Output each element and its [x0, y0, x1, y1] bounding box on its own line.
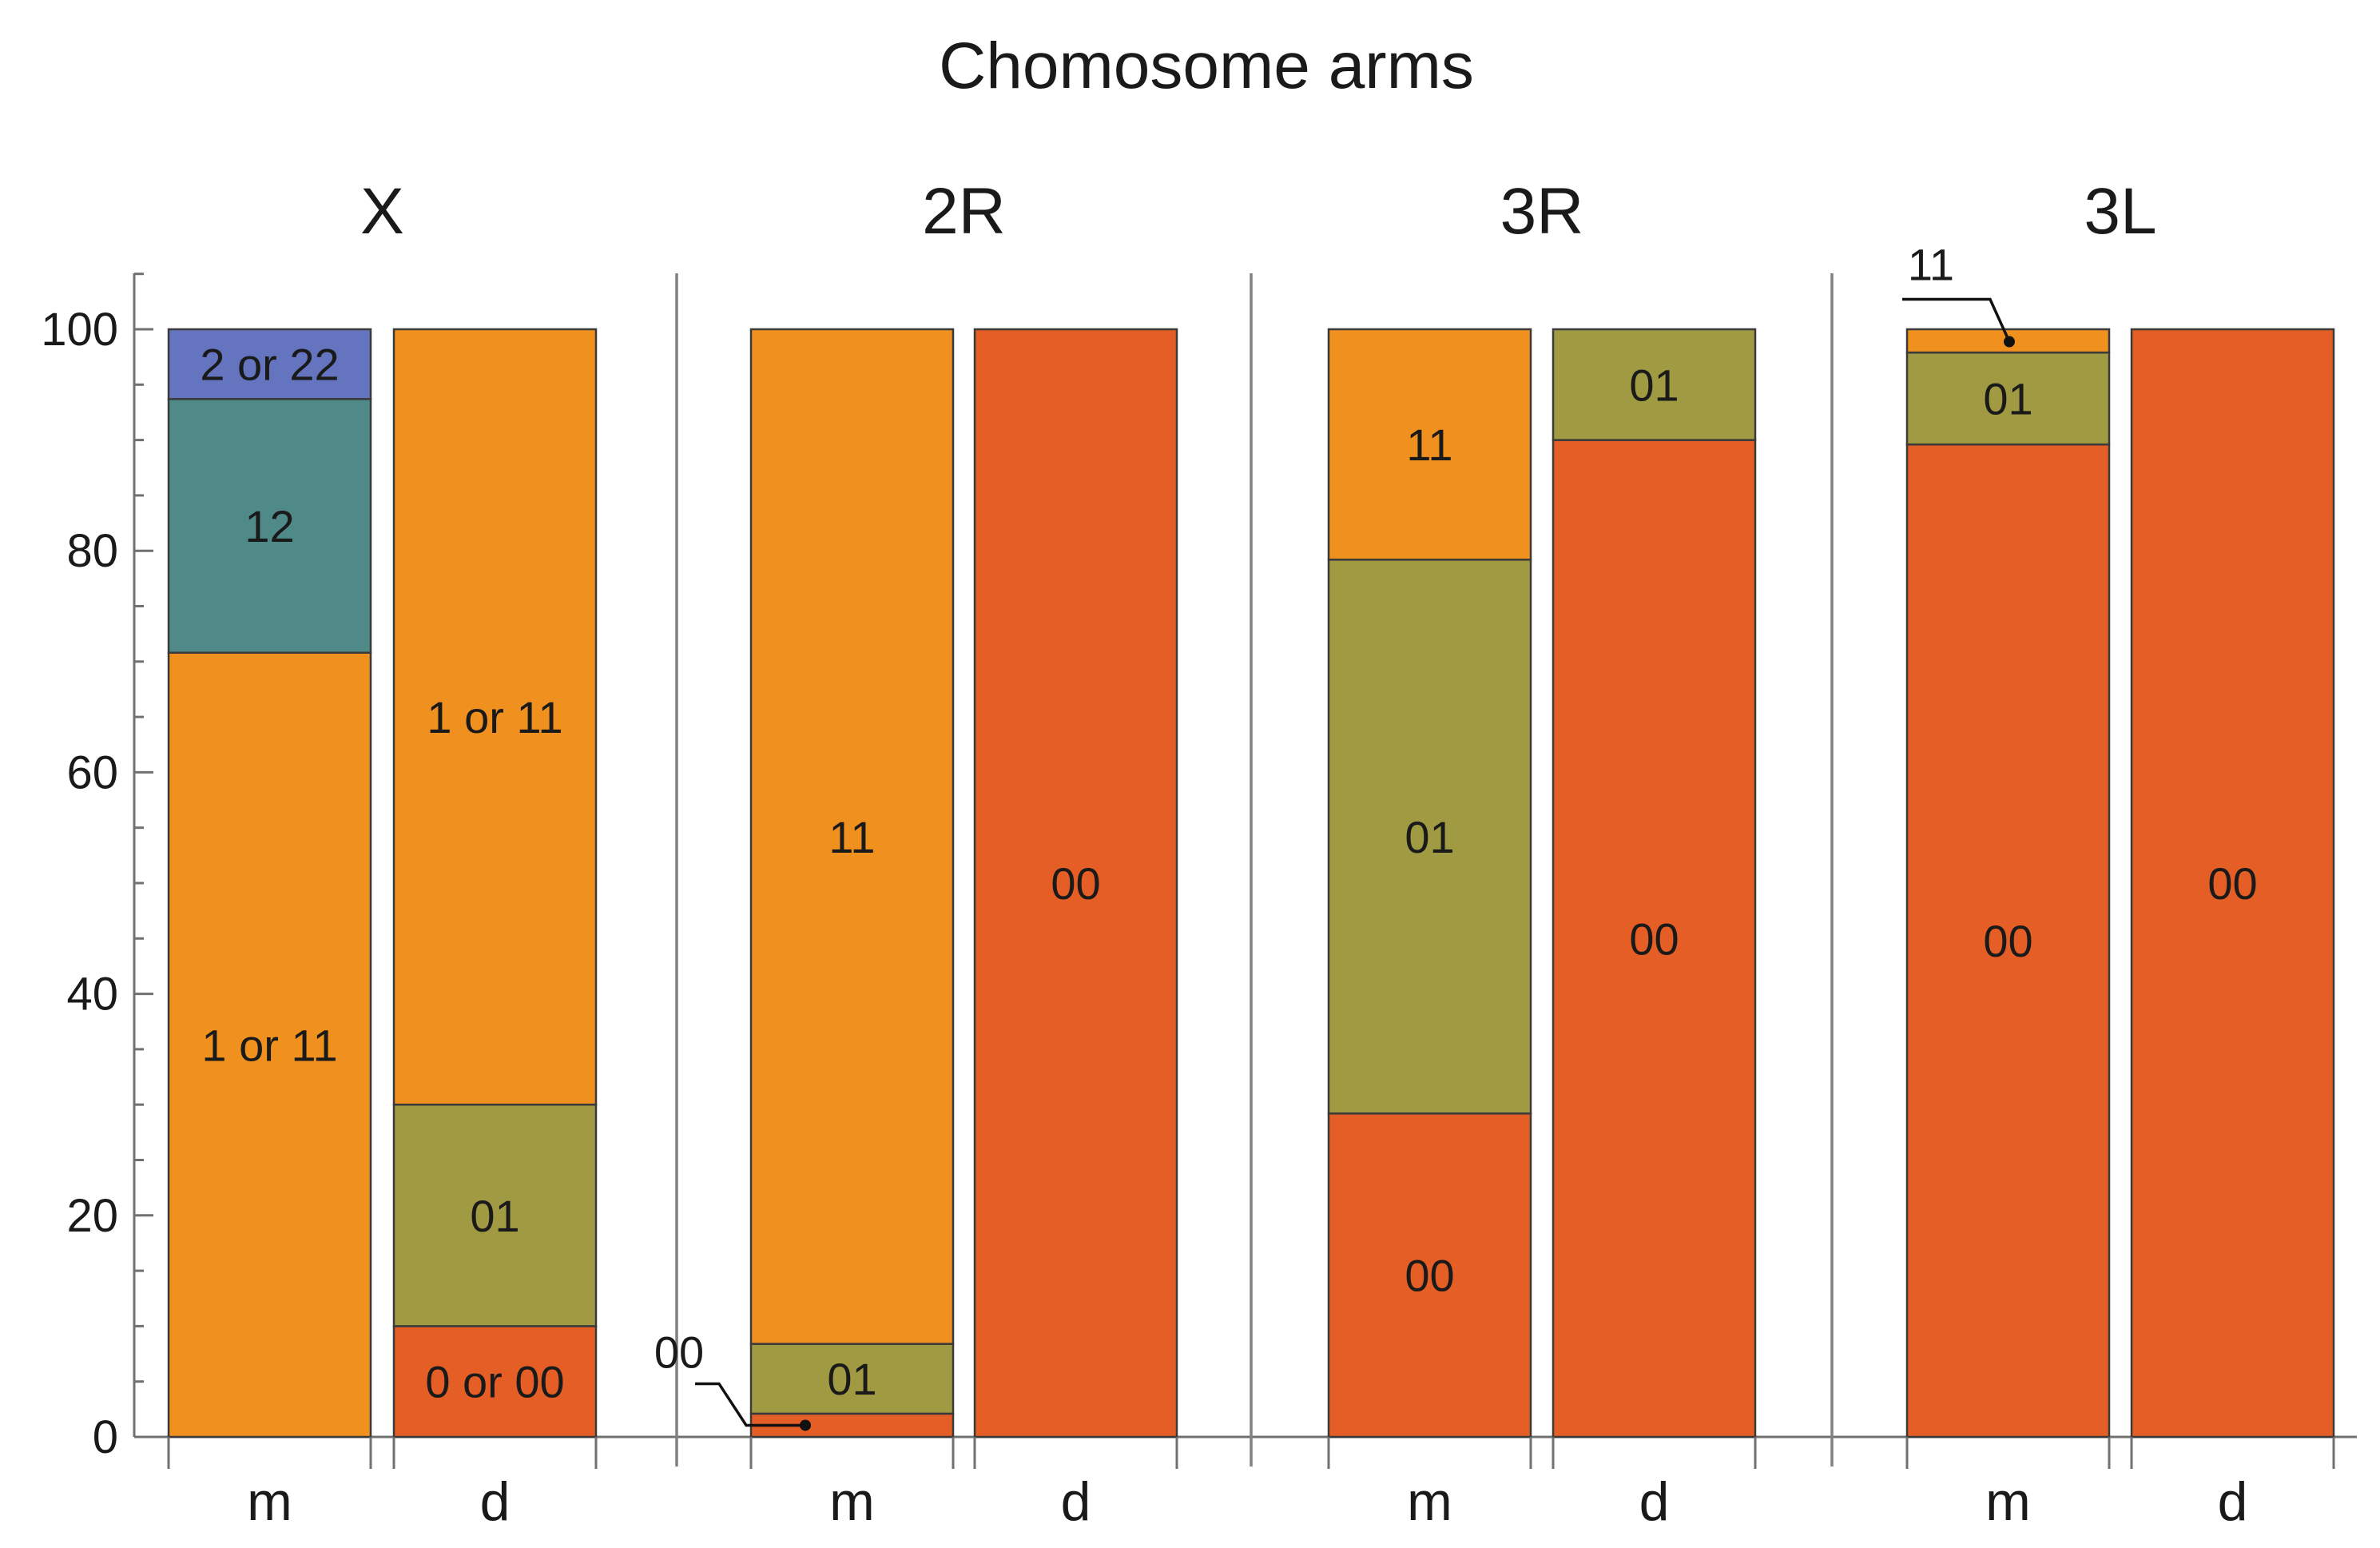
panel-x: X 1 or 11 12 2 or 22 m 0 or 00 01 1 or 11 d [167, 175, 598, 1532]
segment-label: 00 [1051, 858, 1100, 909]
bar-segment [392, 1103, 598, 1327]
bar-segment [1905, 351, 2111, 446]
x-category-label: d [1061, 1471, 1091, 1532]
segment-label: 11 [828, 812, 875, 862]
panel-2r: 2R 00 01 11 m 00 d [654, 175, 1178, 1532]
bar-3l-d: 00 d [2130, 328, 2335, 1532]
bar-segment [392, 328, 598, 1106]
segment-label: 2 or 22 [200, 340, 339, 390]
segment-label: 0 or 00 [425, 1357, 564, 1407]
bar-segment [1552, 328, 1757, 441]
segment-label: 1 or 11 [201, 1020, 337, 1070]
bar-2r-d: 00 d [973, 328, 1178, 1532]
panel-title: 3R [1500, 175, 1584, 248]
bar-3r-m: 00 01 11 m [1327, 328, 1532, 1532]
bar-segment [749, 1343, 955, 1415]
x-category-label: m [1985, 1471, 2031, 1532]
y-tick-label: 100 [41, 304, 118, 356]
segment-label: 00 [1405, 1251, 1454, 1301]
y-tick-label: 40 [66, 969, 118, 1021]
y-tick-label: 20 [66, 1190, 118, 1242]
bar-segment [167, 398, 372, 654]
segment-label: 01 [1405, 812, 1454, 862]
bar-segment [1552, 439, 1757, 1439]
segment-label: 11 [1406, 420, 1452, 470]
bar-3r-d: 00 01 d [1552, 328, 1757, 1532]
callout-dot [2004, 336, 2015, 348]
segment-label: 01 [1983, 374, 2032, 424]
chart-title: Chomosome arms [939, 30, 1474, 102]
bar-x-d: 0 or 00 01 1 or 11 d [392, 328, 598, 1532]
segment-label: 00 [1629, 913, 1679, 964]
bar-segment [973, 328, 1178, 1439]
bar-segment [392, 1325, 598, 1439]
bar-x-m: 1 or 11 12 2 or 22 m [167, 328, 372, 1532]
y-tick-label: 60 [66, 746, 118, 798]
x-category-label: m [829, 1471, 875, 1532]
bar-segment [1905, 443, 2111, 1439]
x-category-label: d [480, 1471, 511, 1532]
callout-dot [800, 1419, 811, 1431]
segment-label: 11 [1908, 240, 1954, 290]
panel-title: 2R [922, 175, 1006, 248]
segment-label: 01 [470, 1191, 519, 1241]
x-category-label: m [247, 1471, 292, 1532]
x-category-label: m [1407, 1471, 1452, 1532]
panel-title: 3L [2084, 175, 2156, 248]
panel-3l: 3L 00 01 11 m 00 d [1902, 175, 2335, 1532]
bar-segment [167, 651, 372, 1439]
x-category-label: d [1639, 1471, 1670, 1532]
y-tick-label: 80 [66, 525, 118, 577]
segment-label: 00 [1983, 916, 2032, 966]
segment-label: 01 [827, 1354, 876, 1404]
segment-label: 12 [244, 501, 294, 551]
bar-segment [1327, 328, 1532, 561]
callout-leader [695, 1382, 805, 1427]
bar-3l-m: 00 01 11 m [1902, 240, 2111, 1532]
segment-label: 01 [1629, 360, 1679, 410]
panel-title: X [360, 175, 404, 248]
bar-segment [1327, 559, 1532, 1115]
bar-segment [749, 328, 955, 1345]
bar-2r-m: 00 01 11 m [654, 328, 955, 1532]
bar-segment [167, 328, 372, 400]
panel-3r: 3R 00 01 11 m 00 01 d [1327, 175, 1757, 1532]
y-tick-label: 0 [93, 1411, 118, 1463]
bar-segment [1327, 1112, 1532, 1439]
segment-label: 1 or 11 [427, 692, 562, 742]
x-category-label: d [2218, 1471, 2248, 1532]
segment-label: 00 [2207, 858, 2257, 909]
segment-label: 00 [654, 1327, 704, 1377]
callout-leader [1902, 297, 2011, 343]
bar-segment [2130, 328, 2335, 1439]
